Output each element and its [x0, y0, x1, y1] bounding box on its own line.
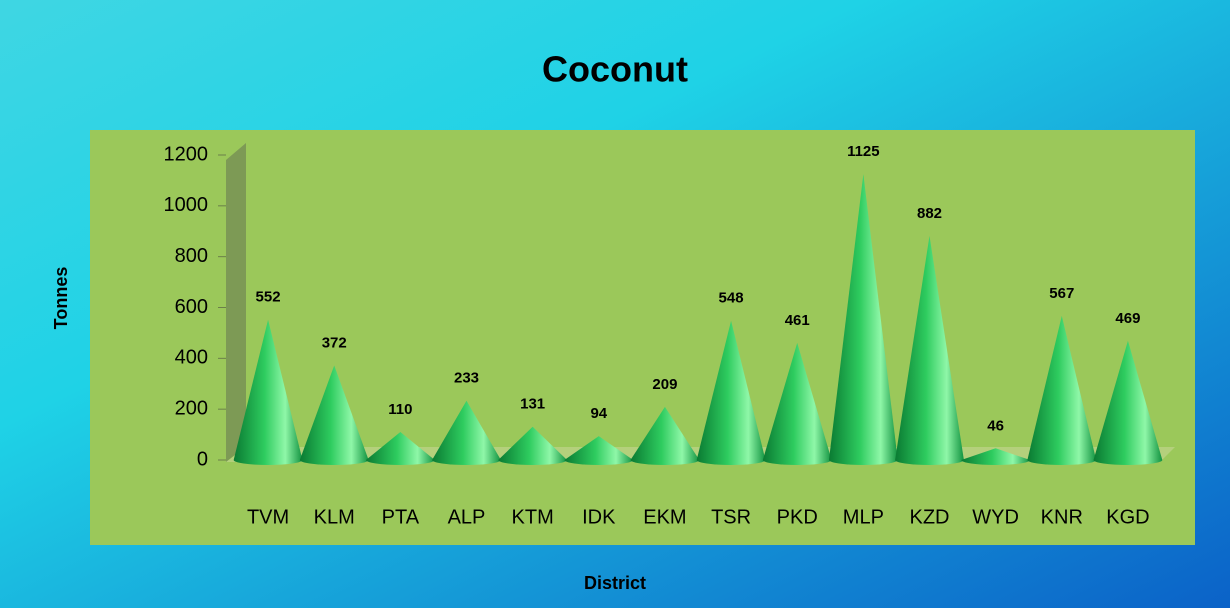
x-tick-label: IDK: [582, 506, 616, 528]
cone: [432, 400, 501, 465]
cone: [365, 432, 435, 465]
value-label: 94: [590, 405, 607, 422]
cone: [828, 174, 898, 465]
cone: [564, 436, 634, 465]
x-tick-label: PTA: [382, 506, 420, 528]
x-tick-label: KGD: [1106, 506, 1149, 528]
x-tick-label: KZD: [910, 506, 950, 528]
y-tick-label: 600: [175, 296, 208, 318]
x-tick-label: ALP: [448, 506, 486, 528]
y-axis-label: Tonnes: [51, 267, 71, 330]
value-label: 372: [322, 334, 347, 351]
x-axis-label: District: [584, 573, 646, 593]
left-wall: [226, 143, 246, 462]
value-label: 1125: [847, 143, 880, 160]
cone: [895, 235, 964, 465]
x-tick-label: EKM: [643, 506, 686, 528]
cone: [299, 365, 369, 465]
value-label: 552: [256, 289, 281, 306]
value-label: 469: [1115, 310, 1140, 327]
y-tick-label: 200: [175, 397, 208, 419]
value-label: 548: [719, 290, 744, 307]
y-tick-label: 800: [175, 245, 208, 267]
x-tick-label: KNR: [1041, 506, 1083, 528]
chart-title: Coconut: [542, 49, 688, 90]
x-tick-label: TVM: [247, 506, 289, 528]
y-tick-label: 0: [197, 448, 208, 470]
cone: [961, 448, 1031, 465]
cone: [1093, 340, 1163, 465]
cone: [696, 320, 766, 465]
value-label: 461: [785, 312, 810, 329]
x-tick-label: MLP: [843, 506, 884, 528]
value-label: 209: [652, 376, 677, 393]
y-tick-label: 1000: [164, 194, 209, 216]
x-tick-label: WYD: [972, 506, 1019, 528]
cone: [498, 426, 568, 466]
value-label: 233: [454, 370, 479, 387]
x-tick-label: KTM: [512, 506, 554, 528]
value-label: 567: [1049, 285, 1074, 302]
x-tick-label: PKD: [777, 506, 818, 528]
value-label: 131: [520, 396, 545, 413]
y-tick-label: 400: [175, 347, 208, 369]
value-label: 46: [987, 417, 1004, 434]
cone: [762, 342, 832, 465]
value-label: 882: [917, 205, 942, 222]
cone: [233, 319, 303, 465]
x-tick-label: TSR: [711, 506, 751, 528]
cone: [1027, 315, 1097, 465]
value-label: 110: [388, 401, 412, 418]
x-tick-label: KLM: [314, 506, 355, 528]
y-tick-label: 1200: [164, 143, 209, 165]
plot-area: [90, 130, 1195, 545]
cone: [630, 406, 700, 465]
